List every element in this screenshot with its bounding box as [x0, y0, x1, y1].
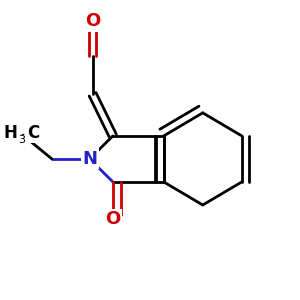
Text: N: N: [82, 150, 97, 168]
Text: H: H: [3, 124, 17, 142]
Text: C: C: [27, 124, 39, 142]
Text: O: O: [105, 210, 121, 228]
Text: O: O: [85, 13, 100, 31]
Text: 3: 3: [19, 136, 26, 146]
